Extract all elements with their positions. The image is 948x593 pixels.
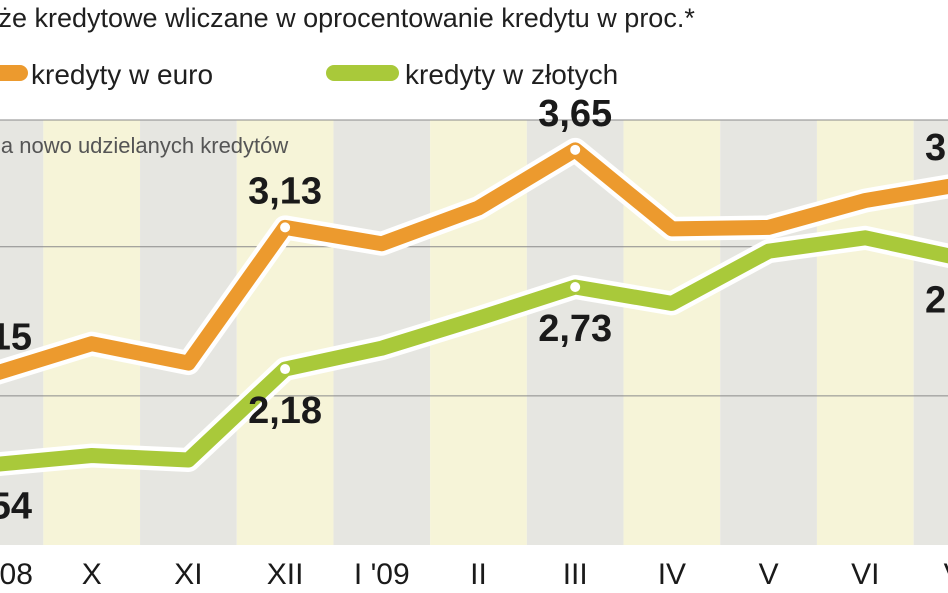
x-tick-label: III	[563, 558, 588, 591]
column-band	[720, 120, 817, 545]
series-lines	[0, 137, 948, 477]
column-band	[623, 120, 721, 545]
series-line-euro	[0, 142, 948, 380]
data-label-pln: 2,73	[538, 308, 612, 350]
series-points	[280, 144, 581, 375]
data-labels: 2,15 3,13 3,65 3,42 1,54 2,18 2,73 2,92	[0, 93, 948, 528]
x-tick-label: I '09	[354, 558, 410, 591]
data-label-euro: 3,42	[925, 127, 948, 169]
data-point-pln	[570, 282, 581, 293]
x-tick-label: VII	[944, 558, 948, 591]
data-label-euro: 3,13	[248, 170, 322, 212]
legend-label-pln: kredyty w złotych	[405, 59, 618, 90]
data-label-euro: 3,65	[538, 93, 612, 135]
x-tick-label: XI	[174, 558, 202, 591]
data-point-pln	[280, 364, 291, 375]
x-tick-label: VI	[851, 558, 879, 591]
data-label-pln: 2,92	[925, 280, 948, 322]
data-label-pln: 2,18	[248, 390, 322, 432]
data-point-euro	[570, 144, 581, 155]
x-tick-label: V	[759, 558, 779, 591]
data-point-euro	[280, 222, 291, 233]
chart-subtitle: Marża nowo udzielanych kredytów	[0, 133, 288, 158]
data-label-euro: 2,15	[0, 317, 32, 359]
legend-label-euro: kredyty w euro	[31, 59, 213, 90]
x-tick-label: X	[82, 558, 102, 591]
legend: kredyty w euro kredyty w złotych	[0, 59, 618, 90]
column-band	[236, 120, 334, 545]
data-label-pln: 1,54	[0, 485, 32, 527]
x-tick-label: IV	[658, 558, 686, 591]
x-tick-label: II	[470, 558, 487, 591]
x-tick-label: IX '08	[0, 558, 33, 591]
series-line-pln	[0, 230, 948, 472]
column-bands	[0, 120, 948, 545]
chart-title: Marże kredytowe wliczane w oprocentowani…	[0, 3, 695, 33]
x-tick-label: XII	[267, 558, 304, 591]
